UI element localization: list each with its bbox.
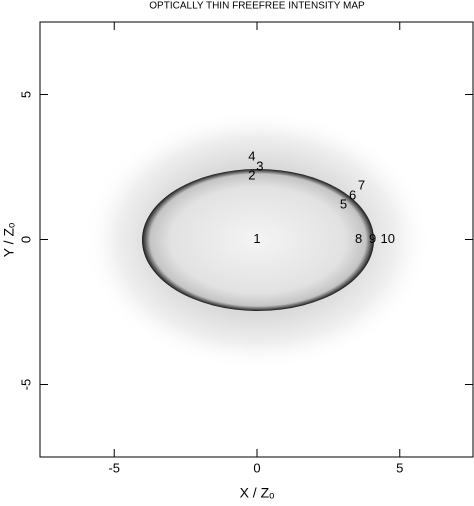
y-tick-label: 5 [18, 91, 33, 98]
point-label: 10 [381, 231, 395, 246]
point-label: 7 [358, 178, 365, 193]
point-label: 8 [355, 231, 362, 246]
point-label: 4 [248, 148, 255, 163]
point-label: 3 [256, 158, 263, 173]
intensity-image [82, 110, 432, 370]
chart-title: OPTICALLY THIN FREEFREE INTENSITY MAP [149, 1, 365, 12]
point-label: 5 [340, 197, 347, 212]
point-label: 1 [253, 231, 260, 246]
x-tick-label: -5 [108, 460, 120, 475]
point-label: 9 [369, 231, 376, 246]
x-axis-label: X / Zₒ [240, 485, 275, 501]
shell [142, 169, 374, 311]
point-label: 6 [349, 188, 356, 203]
x-tick-label: 0 [253, 460, 260, 475]
x-tick-label: 5 [396, 460, 403, 475]
y-tick-label: -5 [18, 379, 33, 391]
y-tick-label: 0 [18, 236, 33, 243]
y-axis-label: Y / Zₒ [1, 223, 17, 258]
point-label: 2 [248, 167, 255, 182]
